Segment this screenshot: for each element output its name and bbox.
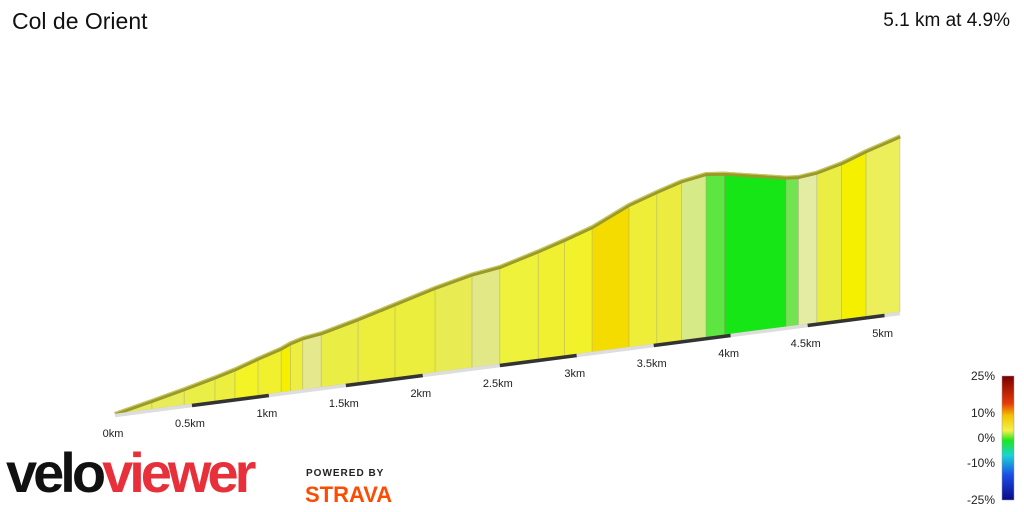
grade-segment <box>564 226 593 357</box>
grade-segment <box>785 176 799 328</box>
distance-tick-label: 2km <box>410 388 431 400</box>
veloviewer-logo-velo: velo <box>6 441 106 504</box>
grade-segment <box>705 173 725 338</box>
gradient-legend: 25% 10% 0% -10% -25% <box>967 369 1015 507</box>
legend-label: 0% <box>978 431 996 445</box>
grade-segment <box>591 204 630 353</box>
distance-axis <box>114 311 901 418</box>
legend-label: -10% <box>967 456 995 470</box>
grade-segment <box>628 191 658 348</box>
grade-segment <box>656 180 682 345</box>
distance-band <box>576 343 654 358</box>
grade-segment <box>865 135 901 317</box>
grade-segment <box>841 150 867 321</box>
strava-logo: STRAVA <box>305 482 393 507</box>
grade-segment <box>290 337 304 392</box>
grade-segment <box>499 250 539 365</box>
distance-tick-label: 4.5km <box>791 338 821 350</box>
grade-segment <box>798 172 818 326</box>
climb-summary: 5.1 km at 4.9% <box>883 10 1010 31</box>
distance-band <box>114 403 193 418</box>
grade-segment <box>816 162 842 324</box>
distance-tick-label: 5km <box>872 328 893 340</box>
distance-band <box>499 353 577 368</box>
grade-segment <box>280 342 291 393</box>
distance-band <box>345 373 424 388</box>
distance-tick-labels: 0km 0.5km 1km 1.5km 2km 2.5km 3km 3.5km 4km 4.5km… <box>103 328 893 440</box>
grade-segment <box>434 273 473 373</box>
gradient-legend-bar <box>1001 375 1015 501</box>
distance-band <box>730 323 808 338</box>
distance-tick-label: 3km <box>564 368 585 380</box>
distance-tick-label: 0km <box>103 428 124 440</box>
grade-segment <box>302 332 322 391</box>
legend-label: 25% <box>971 369 995 383</box>
distance-band <box>884 311 901 318</box>
page-title: Col de Orient <box>12 8 148 34</box>
profile-ridge-line <box>114 134 901 416</box>
distance-band <box>653 333 731 348</box>
distance-tick-label: 2.5km <box>483 378 513 390</box>
legend-label: 10% <box>971 406 995 420</box>
veloviewer-logo-viewer: viewer <box>102 441 256 504</box>
powered-by-label: POWERED BY <box>306 468 385 479</box>
grade-segment <box>471 266 501 369</box>
distance-tick-label: 1km <box>257 408 278 420</box>
profile-ridge-highlight <box>114 134 901 414</box>
legend-label: -25% <box>967 493 995 507</box>
profile-ridge <box>114 134 901 416</box>
veloviewer-logo: veloviewer <box>6 445 256 501</box>
distance-tick-label: 4km <box>718 348 739 360</box>
grade-segment <box>724 173 787 336</box>
distance-tick-label: 0.5km <box>175 418 205 430</box>
distance-band <box>191 393 270 408</box>
distance-tick-label: 1.5km <box>329 398 359 410</box>
distance-band <box>268 383 347 398</box>
grade-segment <box>681 173 707 341</box>
distance-tick-label: 3.5km <box>637 358 667 370</box>
grade-segment <box>537 239 565 360</box>
distance-band <box>807 313 885 328</box>
distance-band <box>422 363 501 378</box>
